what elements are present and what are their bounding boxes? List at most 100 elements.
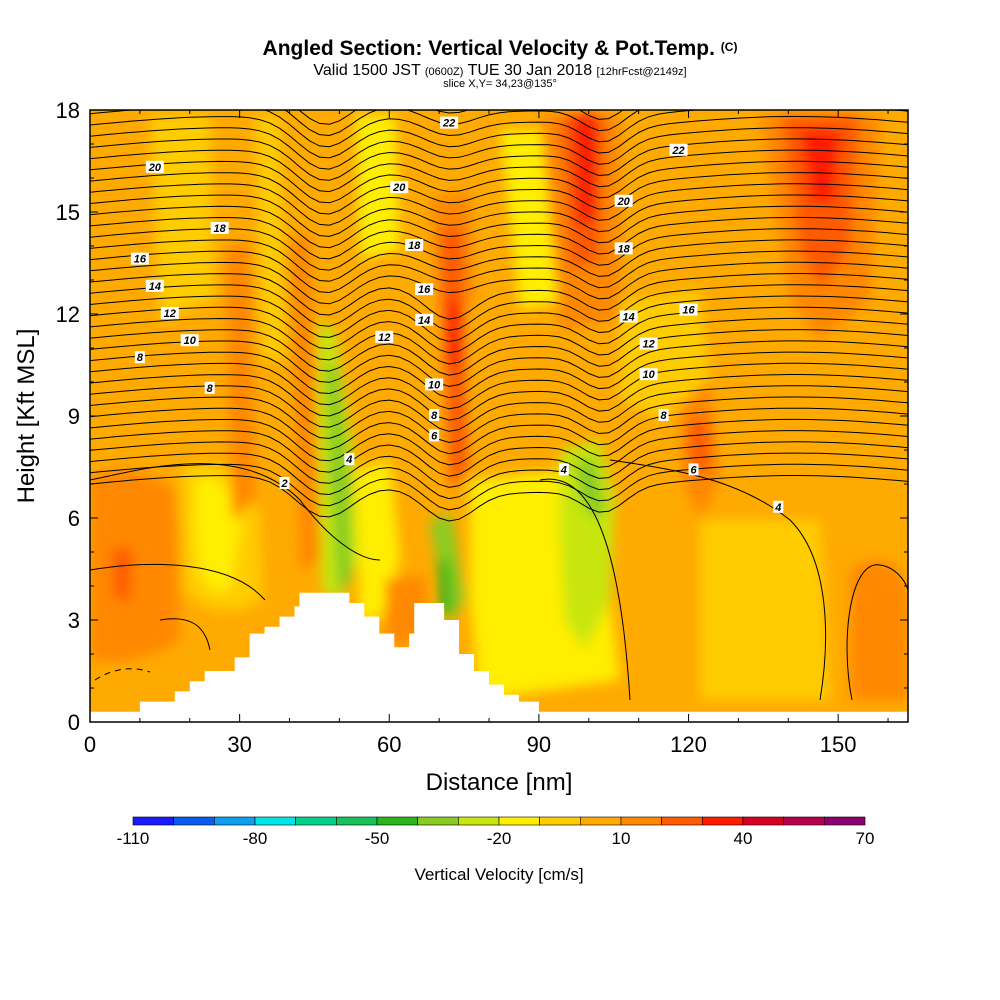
colorbar-swatch [498,816,540,826]
contour-label-bg [160,307,179,319]
contour-label: 10 [643,369,656,381]
contour-label-bg [639,337,658,350]
isentrope [90,116,908,159]
contour-label: 14 [149,281,161,293]
isentrope [90,463,908,511]
forecast-info: [12hrFcst@2149z] [596,66,687,78]
contour-label: 14 [418,315,430,327]
contour-label: 16 [418,284,431,296]
x-tick-label: 0 [84,732,96,757]
isentrope [90,329,908,376]
isentrope [90,127,908,170]
isentrope [90,396,908,444]
isentrope [90,183,908,226]
contour-label: 2 [280,478,287,490]
contour-label: 18 [618,243,631,255]
colorbar-swatch [783,816,825,826]
contour-label-bg [658,409,669,421]
colorbar: -110 -80 -50 -20 10 40 70 [117,816,874,848]
contour-label: 18 [408,240,421,252]
chart-title: Angled Section: Vertical Velocity & Pot.… [262,37,738,60]
contour-label-bg [639,368,658,381]
x-axis-title: Distance [nm] [426,769,573,796]
terrain-mask [90,592,908,722]
updraft-far-right-low [850,560,908,700]
contour-label: 22 [442,118,455,130]
weak-zone-right [620,290,710,420]
axes: 0 30 60 90 120 150 0 3 6 9 12 15 18 [56,98,908,757]
x-tick-label: 90 [527,732,551,757]
contour-label: 16 [682,305,695,317]
isentrope [90,317,908,365]
contour-label: 6 [690,464,697,476]
colorbar-swatch [539,816,581,826]
contour-label-bg [415,313,434,326]
x-tick-label: 120 [670,732,707,757]
contour-label-bg [429,429,440,442]
contour-label: 8 [207,383,214,395]
weak-zone-upper-left [150,115,215,320]
downdraft-mid-core [575,460,605,520]
colorbar-swatch [376,816,418,826]
colorbar-swatch [336,816,378,826]
valid-time: Valid 1500 JST [313,62,421,79]
contour-label: 10 [184,335,197,347]
title-units: (C) [720,40,738,54]
isentrope-low [90,563,266,601]
contour-label: 8 [431,410,438,422]
contour-label-bg [180,334,199,347]
isentrope [90,430,908,477]
isentrope [90,441,908,488]
contour-label: 4 [345,454,352,466]
isentrope [90,216,908,260]
colorbar-swatch [458,816,500,826]
contour-label-bg [344,453,355,466]
contour-label: 12 [378,332,390,344]
contour-label-bg [204,381,215,394]
isentrope [90,272,908,320]
colorbar-swatch [173,816,215,826]
downdraft-lee-core [325,360,352,592]
isentrope [90,172,908,215]
updraft-core-left [112,548,132,600]
velocity-field [90,110,908,722]
downdraft-central-low-core [438,560,452,615]
colorbar-swatch [620,816,662,826]
isentrope [90,239,908,282]
contour-label: 4 [774,502,781,514]
contour-label-bg [145,279,164,292]
isentrope [90,149,908,193]
contour-label-bg [773,500,784,513]
isentrope-low [159,618,211,651]
colorbar-tick-label: -110 [117,829,150,848]
weak-right-lower [700,520,830,700]
isentrope [90,261,908,305]
x-tick-label: 60 [377,732,401,757]
isentrope [90,418,908,466]
contour-label-bg [425,378,444,391]
contour-label: 18 [214,223,227,235]
isentrope [90,205,908,249]
colorbar-swatch [824,816,866,826]
contour-label: 6 [431,430,438,442]
updraft-band-left [90,469,180,662]
updraft-far-right-core [800,130,840,205]
contour-label-bg [390,181,409,194]
contour-label-bg [619,310,638,323]
downdraft-strip-upper-b [355,115,400,260]
y-axis-title: Height [Kft MSL] [13,329,40,504]
contour-label-bg [134,351,145,364]
isentrope [90,340,908,387]
contour-label: 10 [428,379,441,391]
contour-label-bg [688,463,699,476]
isentrope [90,385,908,432]
contour-label: 20 [392,182,406,194]
colorbar-tick-label: 40 [734,829,753,848]
contour-label: 8 [661,410,668,422]
contour-label-bg [405,239,424,251]
pot-temp-contours [90,110,908,701]
contour-label: 22 [671,145,684,157]
isentrope [90,475,908,522]
contour-label: 20 [617,196,631,208]
